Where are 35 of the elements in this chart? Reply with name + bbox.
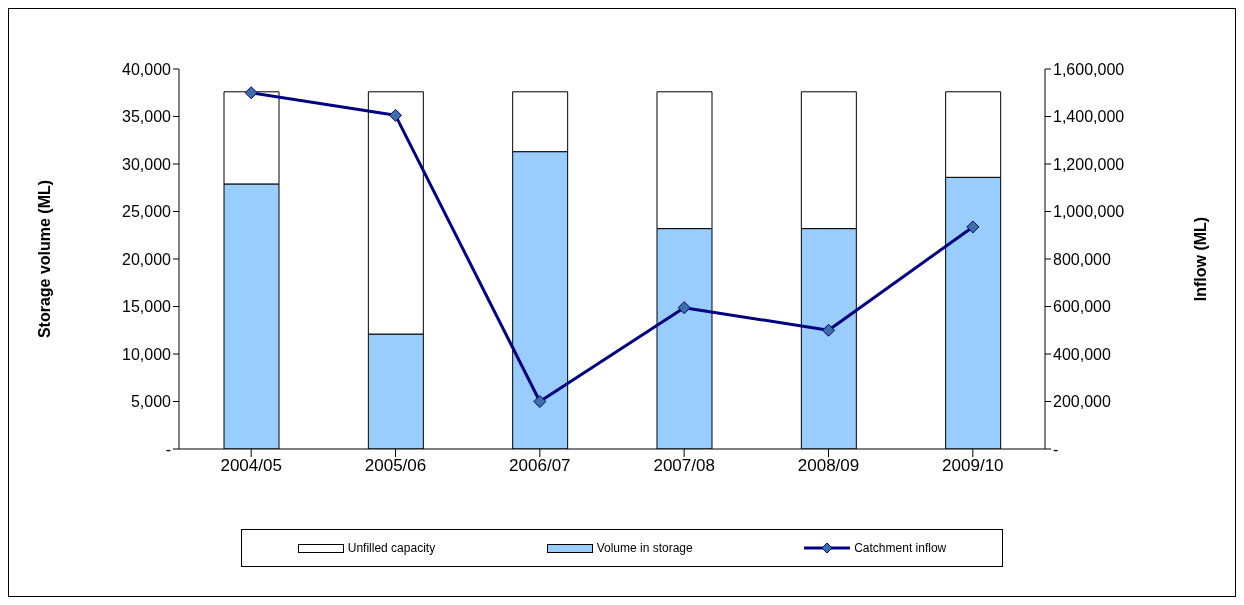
y-tick-label: 5,000 [130,393,172,411]
x-tick-label: 2009/10 [942,456,1004,476]
y-tick-label: 40,000 [122,60,172,78]
y2-tick-label: 600,000 [1053,298,1111,316]
point [389,108,402,122]
y2-tick-label: 800,000 [1053,250,1111,268]
y2-tick-label: 200,000 [1053,393,1111,411]
x-tick-label: 2005/06 [364,456,427,476]
y2-tick-label: 1,400,000 [1053,108,1125,126]
y-tick-label: 25,000 [122,203,172,221]
y2-axis-title: Inflow (ML) [1191,216,1209,302]
y-tick-label: 10,000 [122,345,172,363]
point [244,86,258,100]
y2-tick-label: - [1053,440,1059,458]
y2-tick-label: 400,000 [1053,345,1111,363]
y-tick-label: 30,000 [122,155,172,173]
y-tick-label: - [165,440,171,458]
y-tick-label: 15,000 [122,298,172,316]
legend-label: Catchment inflow [854,541,947,555]
x-tick-label: 2006/07 [509,456,571,476]
legend-label: Unfilled capacity [347,541,436,555]
y-tick-label: 35,000 [122,108,172,126]
point [533,395,547,408]
y2-tick-label: 1,600,000 [1053,60,1125,78]
y2-tick-label: 1,000,000 [1053,203,1125,221]
point [822,323,835,337]
x-tick-label: 2004/05 [220,456,282,476]
x-tick-label: 2007/08 [653,456,715,476]
x-tick-label: 2008/09 [797,456,860,476]
y2-tick-label: 1,200,000 [1053,155,1125,173]
legend-label: Volume in storage [596,541,693,555]
point [966,220,980,234]
point [677,301,691,315]
y-axis-title: Storage volume (ML) [35,179,53,339]
y-tick-label: 20,000 [122,250,172,268]
